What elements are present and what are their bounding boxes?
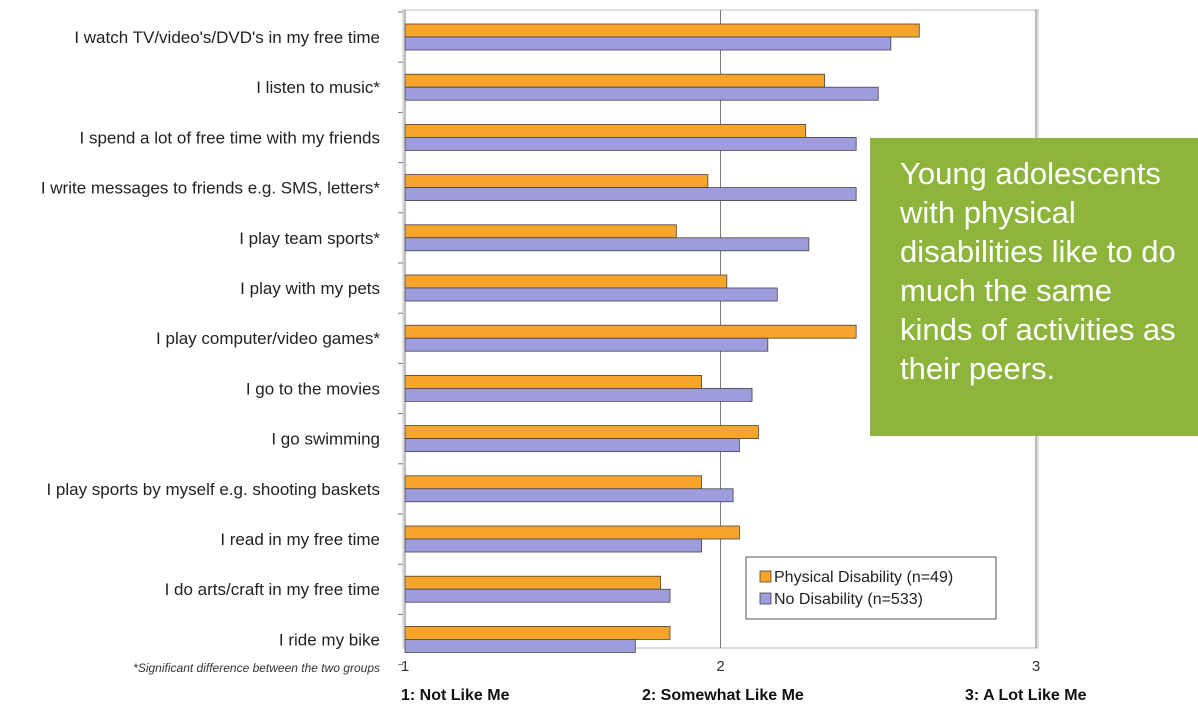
category-label: I play sports by myself e.g. shooting ba… (46, 480, 380, 499)
bar-no-disability (404, 136, 857, 151)
category-label: I go to the movies (246, 379, 380, 398)
bar-no-disability (404, 488, 734, 503)
bar-no-disability (404, 287, 778, 302)
bar-physical-disability (404, 274, 728, 289)
bar-no-disability (404, 538, 702, 553)
bar-physical-disability (404, 575, 661, 590)
bar-physical-disability (404, 626, 671, 640)
scale-label: 1: Not Like Me (401, 687, 510, 704)
bar-no-disability (404, 387, 753, 402)
scale-label: 3: A Lot Like Me (965, 687, 1087, 704)
category-label: I write messages to friends e.g. SMS, le… (41, 179, 381, 198)
bar-physical-disability (404, 23, 920, 38)
bar-physical-disability (404, 425, 759, 440)
labels-layer: 1 2 3 I watch TV/video's/DVD's in my free t… (41, 28, 1087, 704)
legend-box (745, 556, 997, 620)
category-label: I listen to music* (256, 78, 380, 97)
bar-no-disability (404, 337, 769, 352)
footnote: *Significant difference between the two … (133, 661, 380, 675)
bar-physical-disability (404, 174, 709, 189)
category-label: I play team sports* (239, 229, 380, 248)
bar-no-disability (404, 237, 810, 252)
legend-swatch (759, 570, 772, 583)
callout-box: Young adolescents with physical disabili… (870, 138, 1198, 436)
bar-physical-disability (404, 374, 702, 389)
category-label: I ride my bike (279, 630, 380, 649)
x-tick-label-1: 1 (401, 658, 409, 675)
bar-physical-disability (404, 73, 826, 88)
category-label: I play with my pets (240, 279, 380, 298)
bar-physical-disability (404, 324, 857, 339)
bar-no-disability (404, 36, 892, 51)
x-tick-label-2: 2 (716, 658, 724, 675)
legend-label: Physical Disability (n=49) (774, 569, 953, 586)
bar-physical-disability (404, 475, 702, 490)
bars-layer (404, 23, 920, 653)
scale-label: 2: Somewhat Like Me (642, 687, 804, 704)
legend-swatch (759, 592, 772, 605)
bar-no-disability (404, 639, 636, 653)
legend-label: No Disability (n=533) (774, 591, 923, 608)
bar-no-disability (404, 438, 740, 453)
bar-physical-disability (404, 525, 740, 540)
category-label: I spend a lot of free time with my frien… (80, 128, 380, 147)
category-label: I play computer/video games* (156, 329, 380, 348)
category-label: I go swimming (271, 430, 380, 449)
bar-no-disability (404, 187, 857, 202)
category-label: I watch TV/video's/DVD's in my free time (74, 28, 380, 47)
bar-physical-disability (404, 224, 677, 239)
callout-text: Young adolescents with physical disabili… (900, 156, 1176, 386)
bar-physical-disability (404, 124, 807, 138)
bar-no-disability (404, 86, 879, 101)
category-label: I do arts/craft in my free time (165, 580, 380, 599)
category-label: I read in my free time (220, 530, 380, 549)
x-tick-label-3: 3 (1032, 658, 1040, 675)
bar-no-disability (404, 588, 671, 603)
legend: Physical Disability (n=49) No Disability … (745, 556, 997, 620)
